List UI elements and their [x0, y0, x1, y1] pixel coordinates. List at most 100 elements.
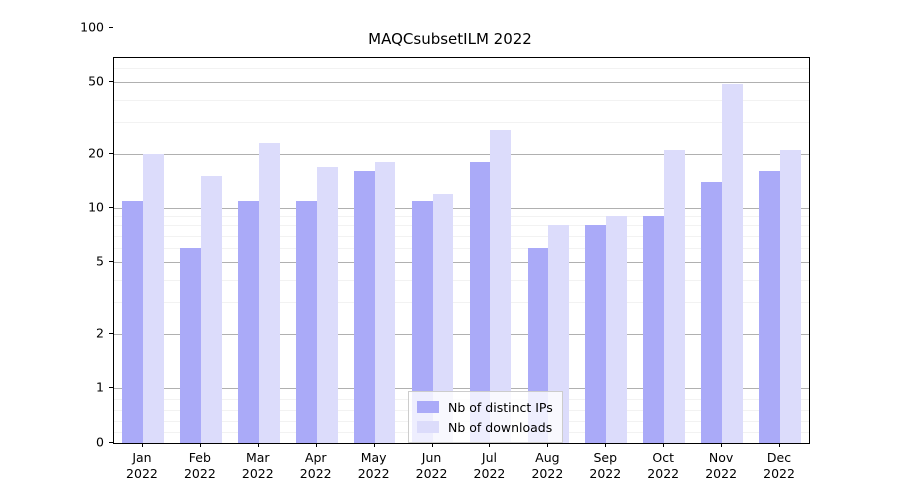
y-tick-mark — [109, 261, 113, 263]
x-tick-mark — [141, 443, 143, 447]
bar-ips-apr — [295, 200, 317, 443]
bar-downloads-dec — [780, 150, 801, 443]
gridline-minor — [114, 302, 809, 304]
y-tick-mark — [109, 332, 113, 334]
bar-downloads-aug — [548, 225, 570, 443]
bar-downloads-sep — [606, 216, 628, 443]
gridline-major — [114, 82, 809, 84]
x-tick-month: Sep — [593, 450, 618, 465]
bar-downloads-apr — [316, 166, 338, 443]
y-tick-label: 1 — [96, 379, 104, 395]
bar-downloads-jan — [142, 153, 164, 443]
x-tick-year: 2022 — [763, 466, 795, 481]
x-tick-label: Feb 2022 — [160, 450, 240, 482]
x-tick-month: Jul — [481, 450, 497, 465]
gridline-minor — [114, 216, 809, 218]
x-tick-year: 2022 — [647, 466, 680, 481]
x-tick-mark — [721, 443, 723, 447]
x-tick-month: Oct — [652, 450, 675, 465]
legend-item-downloads[interactable]: Nb of downloads — [417, 417, 553, 437]
x-tick-label: Aug 2022 — [507, 450, 587, 482]
x-tick-year: 2022 — [241, 466, 274, 481]
x-tick-month: Aug — [535, 450, 560, 465]
bar-ips-nov — [701, 181, 723, 443]
x-tick-month: Feb — [188, 450, 211, 465]
x-tick-month: Apr — [304, 450, 327, 465]
x-tick-year: 2022 — [357, 466, 390, 481]
y-tick-mark — [109, 152, 113, 154]
gridline-minor — [114, 122, 809, 124]
gridline-major — [114, 208, 809, 209]
x-tick-mark — [605, 443, 607, 447]
x-tick-month: Nov — [708, 450, 734, 465]
y-tick-label: 50 — [88, 73, 104, 89]
gridline-minor — [114, 235, 809, 237]
gridline-minor — [114, 279, 809, 281]
y-tick-mark — [109, 81, 113, 83]
x-tick-mark — [315, 443, 317, 447]
gridline-major — [114, 153, 809, 155]
x-tick-label: Nov 2022 — [681, 450, 761, 482]
x-tick-mark — [547, 443, 549, 447]
bar-ips-sep — [585, 225, 607, 443]
legend-swatch-icon-ips — [417, 401, 439, 413]
plot-inner — [114, 58, 809, 443]
x-tick-year: 2022 — [531, 466, 564, 481]
x-tick-month: Mar — [245, 450, 270, 465]
x-tick-mark — [663, 443, 665, 447]
gridline-major — [114, 262, 809, 264]
bar-downloads-jul — [490, 130, 512, 443]
x-tick-mark — [779, 443, 781, 447]
x-tick-year: 2022 — [299, 466, 332, 481]
bar-downloads-jun — [432, 193, 454, 443]
x-tick-month: Dec — [766, 450, 792, 465]
x-tick-label: Oct 2022 — [623, 450, 703, 482]
y-tick-mark — [109, 27, 113, 28]
plot-area — [113, 57, 810, 444]
bar-ips-feb — [180, 247, 201, 443]
y-tick-mark — [109, 387, 113, 388]
x-tick-label: Jan 2022 — [102, 450, 182, 482]
x-tick-year: 2022 — [415, 466, 448, 481]
legend-label-ips: Nb of distinct IPs — [448, 399, 553, 415]
x-tick-year: 2022 — [126, 466, 158, 481]
y-tick-label: 2 — [96, 325, 104, 341]
legend-swatch-icon-downloads — [417, 421, 439, 433]
bar-ips-dec — [759, 171, 781, 443]
x-tick-label: Jun 2022 — [392, 450, 472, 482]
bar-ips-jul — [469, 162, 491, 443]
x-tick-mark — [489, 443, 491, 447]
x-tick-label: May 2022 — [334, 450, 414, 482]
x-tick-year: 2022 — [473, 466, 506, 481]
y-tick-label: 5 — [96, 253, 104, 269]
y-tick-label: 10 — [88, 199, 104, 215]
bar-ips-jun — [411, 200, 433, 443]
gridline-minor — [114, 225, 809, 227]
legend-label-downloads: Nb of downloads — [448, 419, 553, 435]
x-tick-mark — [257, 443, 259, 447]
gridline-minor — [114, 247, 809, 249]
bar-downloads-nov — [722, 83, 743, 443]
chart-title: MAQCsubsetILM 2022 — [368, 30, 532, 48]
legend-item-ips[interactable]: Nb of distinct IPs — [417, 397, 553, 417]
bar-ips-jan — [122, 200, 143, 443]
chart-legend: Nb of distinct IPs Nb of downloads — [408, 391, 563, 443]
y-tick-mark — [109, 207, 113, 208]
y-tick-mark — [109, 442, 113, 443]
x-tick-label: Jul 2022 — [449, 450, 529, 482]
bar-downloads-may — [374, 162, 396, 443]
bar-downloads-mar — [258, 142, 280, 443]
x-tick-label: Apr 2022 — [276, 450, 356, 482]
bar-ips-oct — [643, 216, 665, 443]
x-tick-month: May — [360, 450, 387, 465]
bar-ips-mar — [237, 200, 259, 443]
x-tick-label: Sep 2022 — [565, 450, 645, 482]
x-tick-year: 2022 — [589, 466, 622, 481]
x-tick-year: 2022 — [183, 466, 216, 481]
gridline-major — [114, 388, 809, 389]
x-tick-month: Jun — [421, 450, 442, 465]
bar-downloads-oct — [664, 150, 686, 443]
x-tick-mark — [199, 443, 201, 447]
x-tick-year: 2022 — [705, 466, 738, 481]
